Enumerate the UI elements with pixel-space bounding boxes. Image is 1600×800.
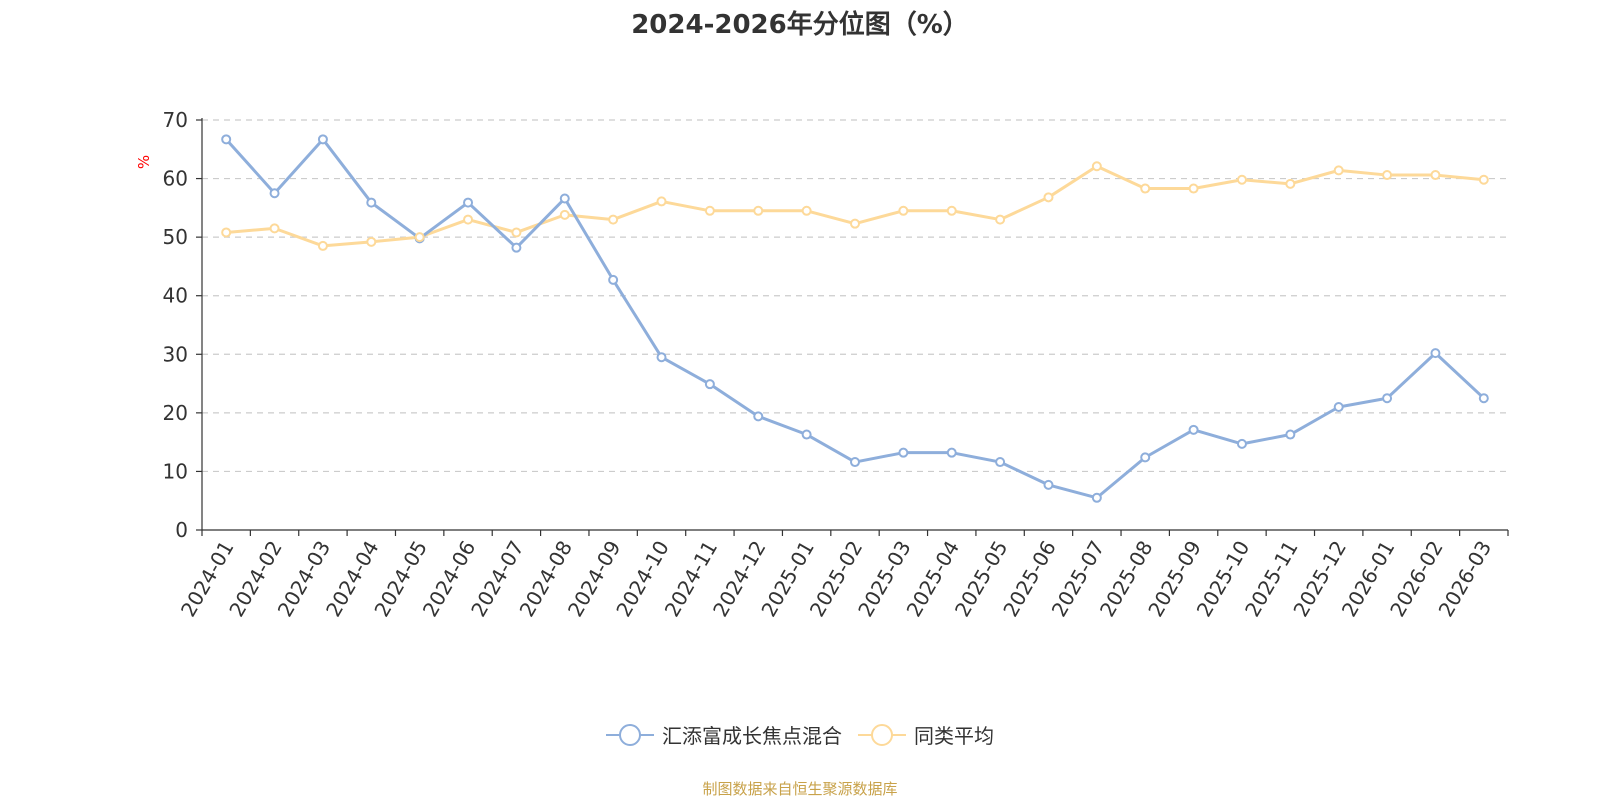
y-tick-label: 0	[175, 518, 188, 542]
data-point-series-1	[511, 242, 522, 253]
data-point-series-1	[704, 379, 715, 390]
data-point-series-1	[1043, 479, 1054, 490]
data-point-series-1	[317, 134, 328, 145]
data-point-series-1	[850, 457, 860, 468]
data-point-series-2	[414, 232, 425, 243]
data-point-series-2	[608, 214, 619, 225]
data-point-series-2	[995, 214, 1006, 225]
data-point-series-2	[946, 205, 957, 216]
data-point-series-2	[656, 196, 667, 207]
data-point-series-1	[898, 447, 909, 458]
data-point-series-2	[1285, 178, 1296, 189]
y-tick-label: 40	[163, 284, 188, 308]
data-point-series-1	[995, 457, 1006, 468]
legend-swatch-series-2	[858, 723, 906, 746]
data-point-series-1	[1236, 438, 1247, 449]
data-point-series-1	[608, 274, 619, 285]
legend-item-series-1[interactable]: 汇添富成长焦点混合	[606, 720, 842, 749]
series-line-1	[225, 137, 1485, 500]
line-chart: 010203040506070%2024-012024-022024-03202…	[135, 108, 1509, 621]
y-axis-label: %	[135, 155, 153, 169]
data-point-series-1	[559, 193, 570, 204]
legend-label-series-1: 汇添富成长焦点混合	[662, 724, 842, 748]
data-point-series-2	[704, 205, 715, 216]
data-point-series-2	[898, 205, 909, 216]
data-point-series-1	[463, 197, 474, 208]
data-point-series-1	[946, 447, 957, 458]
data-point-series-1	[1140, 452, 1151, 463]
data-point-series-2	[1333, 165, 1344, 176]
data-point-series-1	[1430, 348, 1441, 359]
y-tick-label: 10	[163, 459, 188, 483]
data-point-series-2	[801, 205, 812, 216]
legend-swatch-series-1	[606, 723, 654, 746]
data-point-series-2	[1140, 183, 1151, 194]
data-point-series-2	[269, 223, 280, 234]
data-point-series-1	[1478, 393, 1489, 404]
legend: 汇添富成长焦点混合 同类平均	[0, 720, 1600, 749]
data-point-series-2	[317, 240, 328, 251]
data-point-series-2	[1188, 183, 1199, 194]
data-point-series-2	[1236, 174, 1247, 185]
y-tick-label: 30	[163, 342, 188, 366]
data-point-series-1	[656, 352, 667, 363]
chart-title: 2024-2026年分位图（%）	[631, 10, 969, 40]
data-point-series-2	[559, 209, 570, 220]
data-point-series-2	[511, 227, 522, 238]
legend-label-series-2: 同类平均	[914, 724, 994, 748]
y-tick-label: 60	[163, 167, 188, 191]
data-point-series-1	[1333, 402, 1344, 412]
data-point-series-1	[221, 134, 232, 145]
data-point-series-1	[753, 411, 764, 422]
data-point-series-1	[269, 188, 280, 199]
data-point-series-2	[1430, 170, 1441, 181]
data-point-series-2	[366, 236, 377, 247]
data-point-series-2	[1043, 192, 1054, 203]
legend-item-series-2[interactable]: 同类平均	[858, 720, 994, 749]
data-point-series-2	[1382, 170, 1393, 181]
data-point-series-1	[366, 197, 377, 208]
y-tick-label: 50	[163, 225, 188, 249]
data-point-series-2	[1091, 161, 1102, 172]
data-point-series-2	[1478, 174, 1489, 185]
data-point-series-2	[221, 227, 232, 238]
data-source-note: 制图数据来自恒生聚源数据库	[702, 780, 898, 798]
y-tick-label: 70	[163, 108, 188, 132]
data-point-series-2	[753, 205, 764, 216]
data-point-series-1	[1188, 424, 1199, 435]
data-point-series-1	[1285, 429, 1296, 440]
data-point-series-1	[1091, 492, 1102, 503]
data-point-series-2	[463, 214, 474, 225]
y-tick-label: 20	[163, 401, 188, 425]
data-point-series-2	[850, 218, 860, 229]
data-point-series-1	[1382, 393, 1393, 404]
data-point-series-1	[801, 429, 812, 440]
